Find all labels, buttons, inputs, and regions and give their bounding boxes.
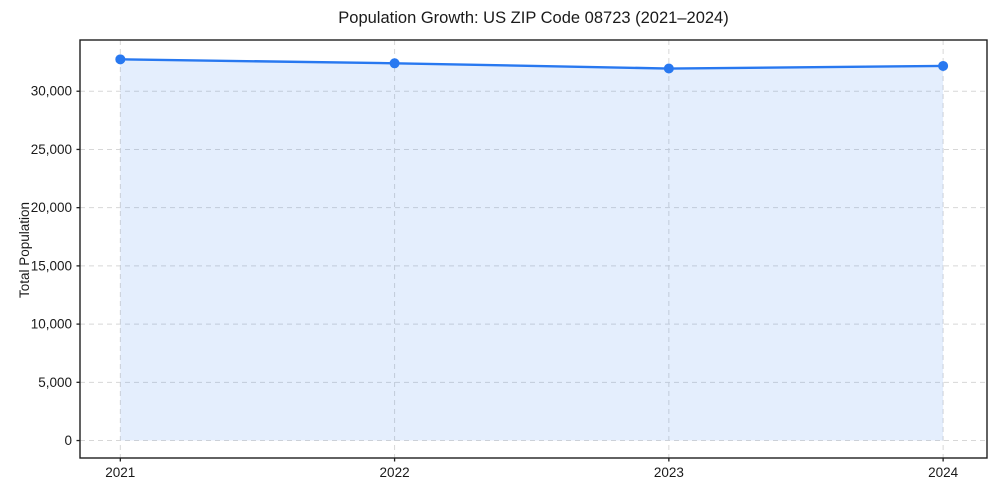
y-tick-label: 10,000 xyxy=(31,317,72,332)
y-tick-label: 15,000 xyxy=(31,258,72,273)
x-tick-label: 2024 xyxy=(928,465,959,480)
x-tick-label: 2021 xyxy=(105,465,135,480)
y-tick-label: 5,000 xyxy=(38,375,72,390)
data-point xyxy=(115,54,126,65)
y-tick-label: 25,000 xyxy=(31,142,72,157)
data-point xyxy=(663,63,674,74)
axes-spines xyxy=(79,39,988,459)
data-point xyxy=(938,60,949,71)
y-tick-label: 20,000 xyxy=(31,200,72,215)
chart-title: Population Growth: US ZIP Code 08723 (20… xyxy=(338,9,729,27)
x-tick-label: 2023 xyxy=(654,465,684,480)
x-tick-label: 2022 xyxy=(380,465,410,480)
area-fill xyxy=(120,59,944,441)
y-tick-label: 30,000 xyxy=(31,84,72,99)
y-tick-label: 0 xyxy=(64,433,72,448)
data-point xyxy=(389,58,400,69)
series-line xyxy=(119,58,945,70)
